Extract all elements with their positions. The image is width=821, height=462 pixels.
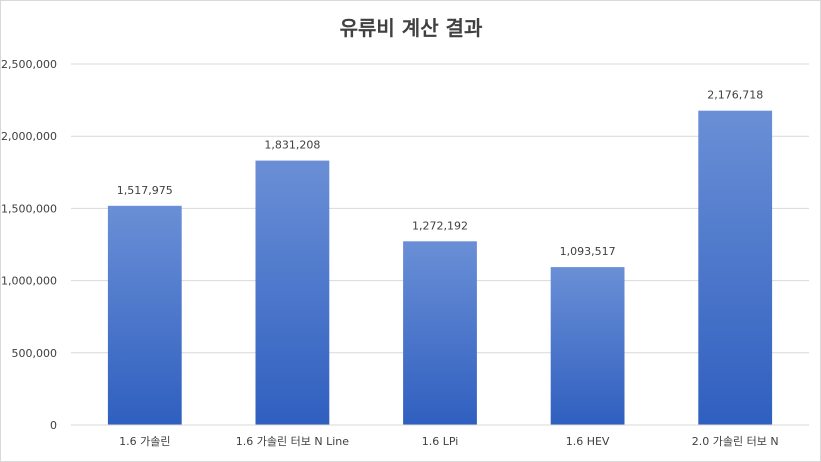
data-labels: 1,517,975 1,831,208 1,272,192 1,093,517 2,17…: [117, 89, 763, 258]
data-label: 2,176,718: [707, 89, 763, 102]
y-tick-label: 0: [50, 419, 57, 432]
y-tick-label: 2,000,000: [1, 130, 57, 143]
bar: [698, 110, 773, 426]
y-tick-label: 1,000,000: [1, 275, 57, 288]
data-label: 1,517,975: [117, 184, 173, 197]
bars: [107, 110, 773, 426]
bar: [403, 241, 477, 425]
x-tick-label: 2.0 가솔린 터보 N: [692, 435, 779, 448]
bar: [107, 205, 182, 425]
bar: [255, 160, 330, 426]
y-axis-ticks: 0 500,000 1,000,000 1,500,000 2,000,000 2,500…: [1, 58, 57, 432]
y-tick-label: 500,000: [12, 347, 58, 360]
y-tick-label: 2,500,000: [1, 58, 57, 71]
x-tick-label: 1.6 가솔린 터보 N Line: [236, 435, 349, 448]
chart-title: 유류비 계산 결과: [340, 16, 483, 40]
x-tick-label: 1.6 HEV: [566, 435, 610, 448]
x-axis-ticks: 1.6 가솔린 1.6 가솔린 터보 N Line 1.6 LPi 1.6 HEV 2.…: [119, 435, 778, 448]
bar: [550, 267, 625, 425]
data-label: 1,831,208: [264, 139, 320, 152]
y-tick-label: 1,500,000: [1, 202, 57, 215]
x-tick-label: 1.6 LPi: [422, 435, 459, 448]
x-tick-label: 1.6 가솔린: [119, 435, 170, 448]
data-label: 1,272,192: [412, 219, 468, 232]
data-label: 1,093,517: [560, 245, 616, 258]
gridlines: [71, 63, 809, 354]
